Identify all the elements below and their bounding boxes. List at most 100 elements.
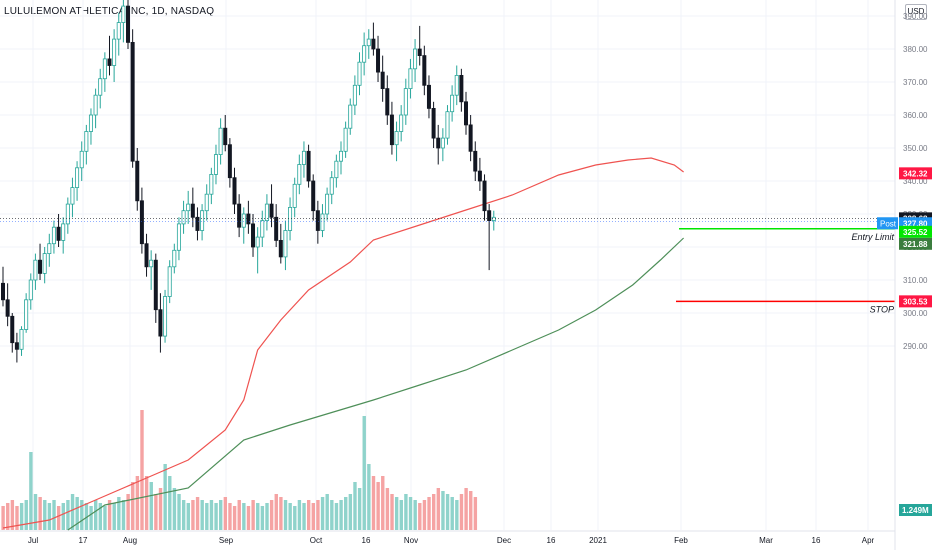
volume-bar <box>260 506 265 530</box>
post-tag-label: Post <box>880 219 897 228</box>
price-axis-badge <box>899 295 932 308</box>
volume-bar <box>251 500 255 530</box>
candle-body <box>334 160 339 179</box>
volume-bar <box>279 497 283 530</box>
candle-body <box>223 127 228 146</box>
candle-body <box>338 150 343 162</box>
volume-bars <box>1 410 478 530</box>
volume-bar <box>135 476 140 530</box>
candle-body <box>135 160 140 202</box>
price-axis-badge <box>899 167 932 180</box>
candle-body <box>227 144 232 179</box>
time-tick-label: 16 <box>812 536 821 545</box>
candle-body <box>167 266 172 297</box>
candle-body <box>376 48 381 73</box>
candle-body <box>394 131 399 146</box>
candle-body <box>149 259 154 268</box>
volume-bar <box>427 497 431 530</box>
candle-body <box>126 5 131 43</box>
candle-body <box>288 206 293 231</box>
candle-body <box>10 315 15 344</box>
time-tick-label: Dec <box>497 536 511 545</box>
volume-bar <box>112 503 116 530</box>
volume-bar <box>357 488 362 530</box>
volume-bar <box>89 506 93 530</box>
candle-body <box>260 220 265 238</box>
volume-bar <box>181 500 186 530</box>
candle-body <box>491 216 496 222</box>
candle-body <box>436 137 441 149</box>
volume-bar <box>459 494 464 530</box>
candle-body <box>28 279 33 301</box>
trade-levels: Entry Limit STOP <box>0 218 895 314</box>
candle-body <box>98 78 103 96</box>
candle-body <box>139 200 144 245</box>
post-tag-badge <box>877 217 898 230</box>
annotation-label: Entry Limit <box>851 232 894 242</box>
candle-body <box>84 131 89 152</box>
volume-bar <box>154 494 158 530</box>
currency-button[interactable]: USD <box>905 4 927 20</box>
volume-bar <box>6 503 10 530</box>
volume-bar <box>418 503 422 530</box>
sma-long-line <box>67 237 685 531</box>
volume-bar <box>191 500 195 530</box>
volume-bar <box>381 476 385 530</box>
candle-body <box>14 342 19 350</box>
candle-body <box>38 259 43 274</box>
candle-body <box>422 55 427 86</box>
time-tick-label: 17 <box>79 536 88 545</box>
candle-body <box>213 154 218 175</box>
time-tick-label: 16 <box>547 536 556 545</box>
candle-body <box>283 230 288 258</box>
volume-bar <box>177 494 181 530</box>
candle-body <box>61 223 66 241</box>
candle-body <box>200 210 205 231</box>
volume-bar <box>376 482 380 530</box>
volume-bar <box>288 503 292 530</box>
volume-bar <box>140 410 144 530</box>
volume-bar <box>348 494 353 530</box>
candle-body <box>473 150 478 172</box>
time-tick-label: 16 <box>362 536 371 545</box>
price-tick-label: 390.00 <box>903 12 928 21</box>
price-axis-value: 303.53 <box>903 297 928 306</box>
candle-body <box>255 236 260 248</box>
volume-bar <box>293 506 297 530</box>
candle-body <box>454 75 459 96</box>
volume-bar <box>98 503 103 530</box>
volume-bar <box>107 500 112 530</box>
candle-body <box>274 216 279 241</box>
volume-bar <box>431 494 436 530</box>
volume-bar <box>15 506 19 530</box>
volume-bar <box>80 500 84 530</box>
price-axis-value: 327.80 <box>903 219 928 228</box>
volume-bar <box>33 494 38 530</box>
candle-body <box>163 296 168 337</box>
candle-body <box>51 226 56 245</box>
candle-body <box>371 38 376 50</box>
price-tick-label: 300.00 <box>903 309 928 318</box>
price-axis-value: 342.32 <box>903 169 928 178</box>
candle-body <box>70 187 75 205</box>
price-axis-badge <box>899 225 932 238</box>
candle-body <box>301 150 306 165</box>
volume-bar <box>371 476 376 530</box>
candle-body <box>5 299 10 317</box>
candle-body <box>246 213 251 225</box>
candle-body <box>65 203 70 225</box>
price-tick-label: 340.00 <box>903 177 928 186</box>
volume-axis-value: 1.249M <box>902 506 929 515</box>
candle-body <box>186 203 191 212</box>
volume-bar <box>404 494 408 530</box>
volume-bar <box>353 482 357 530</box>
candle-body <box>264 203 269 222</box>
time-tick-label: 2021 <box>589 536 607 545</box>
price-axis-value: 325.52 <box>903 228 928 237</box>
volume-bar <box>316 500 320 530</box>
candle-body <box>121 5 126 23</box>
candle-body <box>306 150 311 182</box>
price-axis-value: 321.88 <box>903 240 928 249</box>
volume-bar <box>302 503 306 530</box>
